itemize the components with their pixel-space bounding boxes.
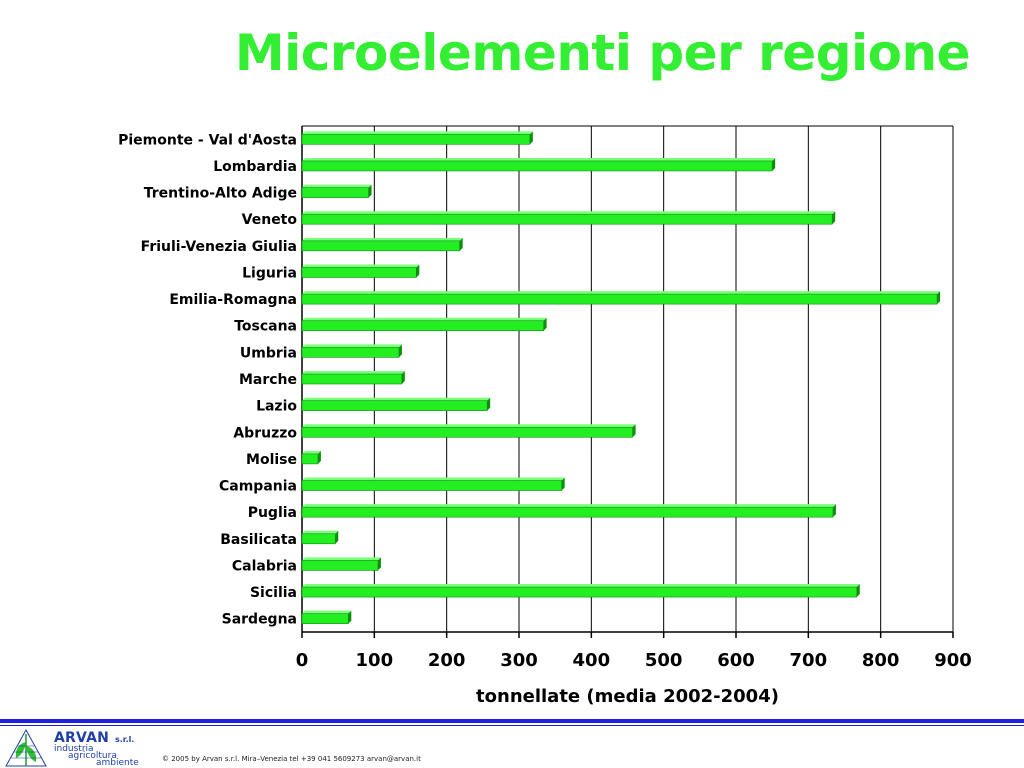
bar-top <box>302 477 565 481</box>
category-label: Lazio <box>256 399 297 415</box>
footer-divider <box>0 719 1024 723</box>
bar <box>301 480 562 491</box>
bar-side <box>832 211 836 225</box>
category-label: Lombardia <box>213 159 297 175</box>
bar <box>301 134 531 145</box>
bar <box>301 373 403 385</box>
bar-top <box>302 264 420 268</box>
logo-line-ambiente: ambiente <box>96 758 139 768</box>
category-label: Calabria <box>232 558 297 574</box>
category-label: Puglia <box>248 505 297 521</box>
bar <box>301 426 633 438</box>
bar-side <box>543 317 547 331</box>
category-label: Umbria <box>240 345 297 361</box>
x-tick-label: 700 <box>790 650 828 671</box>
bar <box>301 400 488 411</box>
bar <box>301 240 460 252</box>
bar-side <box>335 530 339 544</box>
x-tick-label: 100 <box>356 650 394 671</box>
bar-side <box>401 371 405 384</box>
bar-top <box>302 291 941 295</box>
x-axis-title: tonnellate (media 2002-2004) <box>476 686 779 707</box>
category-label: Marche <box>239 372 297 388</box>
bar-side <box>561 477 565 491</box>
logo-line-agricoltura: agricoltura <box>68 751 117 761</box>
arvan-logo: ARVAN s.r.l. industria agricoltura ambie… <box>4 728 154 768</box>
bar-top <box>302 610 352 614</box>
bar-side <box>772 157 776 171</box>
bar <box>301 160 773 172</box>
bar-top <box>302 504 836 508</box>
bar <box>301 293 938 305</box>
category-label: Trentino-Alto Adige <box>144 186 297 202</box>
category-label: Toscana <box>234 319 297 335</box>
category-label: Sardegna <box>222 612 297 628</box>
footer-divider-thin <box>0 725 1024 726</box>
bar-side <box>937 291 941 305</box>
leaf-icon <box>5 728 47 767</box>
bar-top <box>302 317 547 321</box>
bar-top <box>302 530 339 534</box>
x-tick-label: 600 <box>717 650 755 671</box>
bar-top <box>302 397 491 401</box>
bar-side <box>377 557 381 571</box>
bar-side <box>416 264 420 278</box>
bar-top <box>302 237 463 241</box>
bar-side <box>368 184 372 198</box>
bar-side <box>832 504 836 518</box>
bar-side <box>317 450 321 464</box>
bar-top <box>302 424 636 428</box>
category-label: Molise <box>246 452 297 468</box>
bar-top <box>302 184 372 188</box>
x-tick-label: 0 <box>296 650 309 671</box>
category-label: Basilicata <box>220 532 297 548</box>
category-label: Abruzzo <box>233 425 297 441</box>
copyright-text: © 2005 by Arvan s.r.l. Mira–Venezia tel … <box>162 755 421 763</box>
category-label: Friuli-Venezia Giulia <box>141 239 297 255</box>
bar-top <box>302 450 321 454</box>
category-label: Emilia-Romagna <box>169 292 297 308</box>
bar-side <box>856 584 860 598</box>
category-label: Liguria <box>242 265 297 281</box>
bar-chart: 0 100 200 300 400 500 600 700 800 900 Piemonte - V… <box>118 125 972 707</box>
bar <box>301 613 349 624</box>
logo-suffix: s.r.l. <box>115 735 135 744</box>
bar <box>301 560 379 571</box>
bar <box>301 586 858 598</box>
category-label: Sicilia <box>250 585 297 601</box>
x-tick-label: 400 <box>573 650 611 671</box>
bar-top <box>302 584 860 588</box>
x-tick-label: 500 <box>645 650 683 671</box>
bar <box>301 347 400 358</box>
bar <box>301 453 319 465</box>
bar-side <box>348 610 352 624</box>
logo-line-industria: industria <box>54 744 94 754</box>
bar-side <box>529 131 533 145</box>
bar-top <box>302 211 836 215</box>
bar <box>301 213 833 225</box>
bar-top <box>302 557 381 561</box>
bar <box>301 533 336 545</box>
bar <box>301 267 417 278</box>
bar-side <box>459 237 463 251</box>
bar-top <box>302 344 402 348</box>
logo-name: ARVAN <box>54 730 110 746</box>
category-label: Campania <box>219 479 297 495</box>
x-tick-label: 900 <box>934 650 972 671</box>
bar <box>301 187 369 198</box>
x-tick-label: 300 <box>500 650 538 671</box>
bar <box>301 320 544 332</box>
bar-top <box>302 157 776 161</box>
x-tick-label: 200 <box>428 650 466 671</box>
bar-top <box>302 131 533 135</box>
bar-side <box>487 397 491 411</box>
bar-side <box>632 424 636 438</box>
category-label: Veneto <box>242 212 298 228</box>
slide-title: Microelementi per regione <box>234 24 971 82</box>
bar-top <box>302 371 405 374</box>
x-tick-label: 800 <box>862 650 900 671</box>
bar <box>301 506 834 518</box>
bar-side <box>398 344 402 358</box>
category-label: Piemonte - Val d'Aosta <box>118 132 297 148</box>
